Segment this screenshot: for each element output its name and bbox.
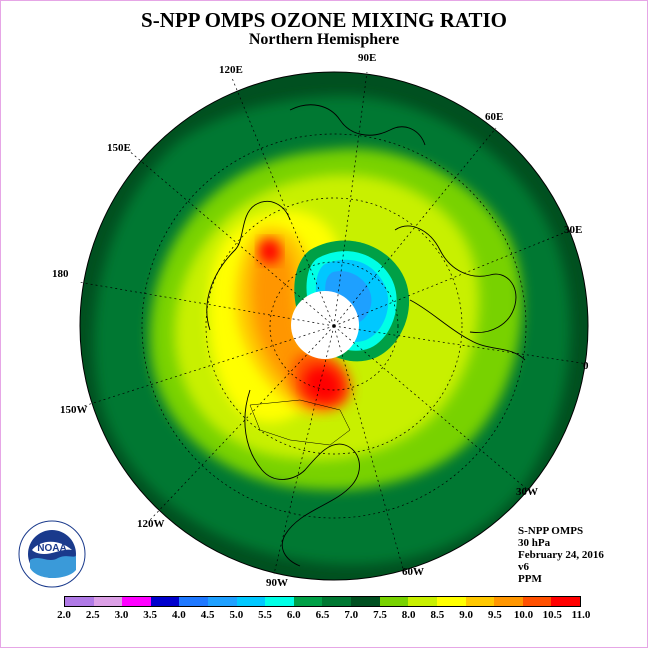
color-scale-tick-label: 3.5 xyxy=(143,609,158,621)
color-scale-swatch xyxy=(93,597,123,606)
color-scale-swatch xyxy=(236,597,266,606)
info-units: PPM xyxy=(518,573,542,585)
lon-label-120e: 120E xyxy=(219,64,243,76)
color-scale-swatch xyxy=(122,597,151,606)
color-scale-tick-label: 6.5 xyxy=(315,609,330,621)
lon-label-150e: 150E xyxy=(107,142,131,154)
color-scale-swatch xyxy=(351,597,380,606)
color-scale-tick-label: 9.0 xyxy=(459,609,473,621)
map-title: S-NPP OMPS OZONE MIXING RATIO xyxy=(141,8,507,32)
noaa-logo-text: NOAA xyxy=(37,543,66,554)
color-scale-bar xyxy=(64,596,581,607)
color-scale-tick-label: 2.5 xyxy=(85,609,100,621)
lon-label-30e: 30E xyxy=(564,224,583,236)
lon-label-90w: 90W xyxy=(266,577,288,589)
map-subtitle: Northern Hemisphere xyxy=(248,31,400,48)
color-scale-tick-label: 8.0 xyxy=(401,609,416,621)
color-scale-swatch xyxy=(293,597,323,606)
color-scale-tick-label: 4.0 xyxy=(172,609,186,621)
color-scale-tick-label: 2.0 xyxy=(57,609,71,621)
color-scale-tick-label: 11.0 xyxy=(571,609,591,621)
color-scale-swatch xyxy=(379,597,409,606)
color-scale-swatch xyxy=(522,597,552,606)
graticule xyxy=(77,71,589,575)
color-scale-swatch xyxy=(494,597,523,606)
color-scale-swatch xyxy=(322,597,352,606)
color-scale-tick-label: 3.0 xyxy=(114,609,129,621)
pole-data-gap xyxy=(291,291,359,359)
color-scale-tick-label: 10.5 xyxy=(542,609,562,621)
info-instrument: S-NPP OMPS xyxy=(518,525,584,537)
color-scale-tick-label: 8.5 xyxy=(430,609,445,621)
color-scale-tick-label: 7.0 xyxy=(344,609,359,621)
contour-10-5 xyxy=(303,366,343,403)
color-scale-tick-label: 4.5 xyxy=(200,609,215,621)
lon-label-60e: 60E xyxy=(485,111,504,123)
lon-label-60w: 60W xyxy=(402,566,424,578)
color-scale-swatch xyxy=(465,597,495,606)
contour-10-5-small xyxy=(258,239,281,264)
color-scale-swatch xyxy=(408,597,437,606)
coastlines xyxy=(206,104,526,567)
color-scale-swatch xyxy=(265,597,294,606)
lon-label-90e: 90E xyxy=(358,52,377,64)
info-level: 30 hPa xyxy=(518,537,551,549)
color-scale-tick-label: 5.0 xyxy=(229,609,244,621)
color-scale-tick-label: 10.0 xyxy=(513,609,534,621)
color-scale-tick-label: 5.5 xyxy=(258,609,272,621)
map-info-block: S-NPP OMPS 30 hPa February 24, 2016 v6 P… xyxy=(518,525,604,585)
info-date: February 24, 2016 xyxy=(518,549,604,561)
lon-label-30w: 30W xyxy=(516,486,538,498)
lon-label-0: 0 xyxy=(583,360,589,372)
lon-label-150w: 150W xyxy=(60,404,88,416)
color-scale-swatch xyxy=(65,597,94,606)
color-scale-tick-label: 9.5 xyxy=(487,609,502,621)
color-scale-swatch xyxy=(150,597,180,606)
color-scale-swatch xyxy=(551,597,580,606)
color-scale-swatch xyxy=(208,597,237,606)
color-scale-tick-label: 7.5 xyxy=(373,609,387,621)
lon-label-120w: 120W xyxy=(137,518,165,530)
noaa-logo: NOAA xyxy=(18,520,86,588)
color-scale-swatch xyxy=(436,597,466,606)
info-version: v6 xyxy=(518,561,529,573)
color-scale-tick-label: 6.0 xyxy=(286,609,301,621)
lon-label-180: 180 xyxy=(52,268,69,280)
color-scale-swatch xyxy=(179,597,209,606)
